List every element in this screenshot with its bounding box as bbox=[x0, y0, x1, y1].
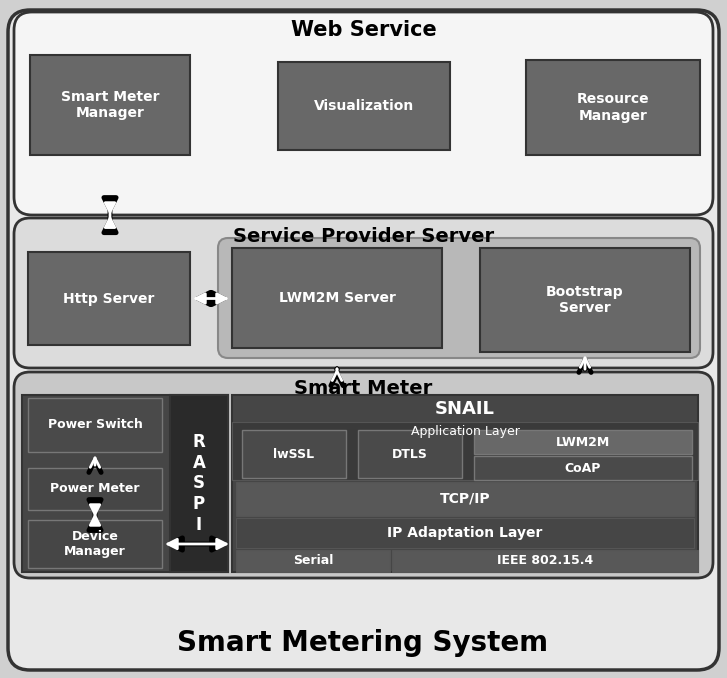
Text: Smart Metering System: Smart Metering System bbox=[177, 629, 549, 657]
Bar bbox=[170, 395, 228, 572]
Text: IP Adaptation Layer: IP Adaptation Layer bbox=[387, 526, 542, 540]
Text: CoAP: CoAP bbox=[565, 462, 601, 475]
Text: Power Switch: Power Switch bbox=[47, 418, 142, 431]
Text: Smart Meter
Manager: Smart Meter Manager bbox=[61, 90, 159, 120]
Text: Web Service: Web Service bbox=[291, 20, 436, 40]
Text: DTLS: DTLS bbox=[392, 447, 428, 460]
Text: Service Provider Server: Service Provider Server bbox=[233, 226, 494, 245]
FancyBboxPatch shape bbox=[8, 10, 719, 670]
Bar bbox=[392, 550, 698, 572]
FancyBboxPatch shape bbox=[14, 372, 713, 578]
Bar bbox=[236, 518, 694, 548]
Bar bbox=[22, 395, 228, 572]
Text: Resource
Manager: Resource Manager bbox=[577, 92, 649, 123]
Bar bbox=[28, 520, 162, 568]
Bar bbox=[474, 456, 692, 480]
Bar bbox=[28, 398, 162, 452]
Text: Smart Meter: Smart Meter bbox=[294, 378, 433, 397]
Bar bbox=[28, 468, 162, 510]
Bar bbox=[358, 430, 462, 478]
Bar bbox=[236, 550, 390, 572]
Text: R
A
S
P
I: R A S P I bbox=[193, 433, 206, 534]
FancyBboxPatch shape bbox=[14, 218, 713, 368]
Text: LWM2M: LWM2M bbox=[556, 435, 610, 449]
Bar bbox=[232, 422, 698, 480]
Bar bbox=[232, 248, 442, 348]
Text: TCP/IP: TCP/IP bbox=[440, 492, 490, 506]
Text: IEEE 802.15.4: IEEE 802.15.4 bbox=[497, 555, 593, 567]
Bar bbox=[28, 252, 190, 345]
FancyBboxPatch shape bbox=[14, 12, 713, 215]
Bar bbox=[526, 60, 700, 155]
Bar bbox=[242, 430, 346, 478]
Text: lwSSL: lwSSL bbox=[273, 447, 315, 460]
Bar bbox=[474, 430, 692, 454]
Bar bbox=[278, 62, 450, 150]
Text: Application Layer: Application Layer bbox=[411, 426, 519, 439]
Bar bbox=[480, 248, 690, 352]
Bar bbox=[232, 395, 698, 572]
Text: Serial: Serial bbox=[293, 555, 333, 567]
Text: Visualization: Visualization bbox=[314, 99, 414, 113]
Bar bbox=[236, 482, 694, 516]
Bar bbox=[30, 55, 190, 155]
Text: Device
Manager: Device Manager bbox=[64, 530, 126, 558]
Text: Power Meter: Power Meter bbox=[50, 483, 140, 496]
Text: Bootstrap
Server: Bootstrap Server bbox=[546, 285, 624, 315]
FancyBboxPatch shape bbox=[218, 238, 700, 358]
Text: LWM2M Server: LWM2M Server bbox=[278, 291, 395, 305]
Text: SNAIL: SNAIL bbox=[435, 400, 495, 418]
Text: Http Server: Http Server bbox=[63, 292, 155, 306]
